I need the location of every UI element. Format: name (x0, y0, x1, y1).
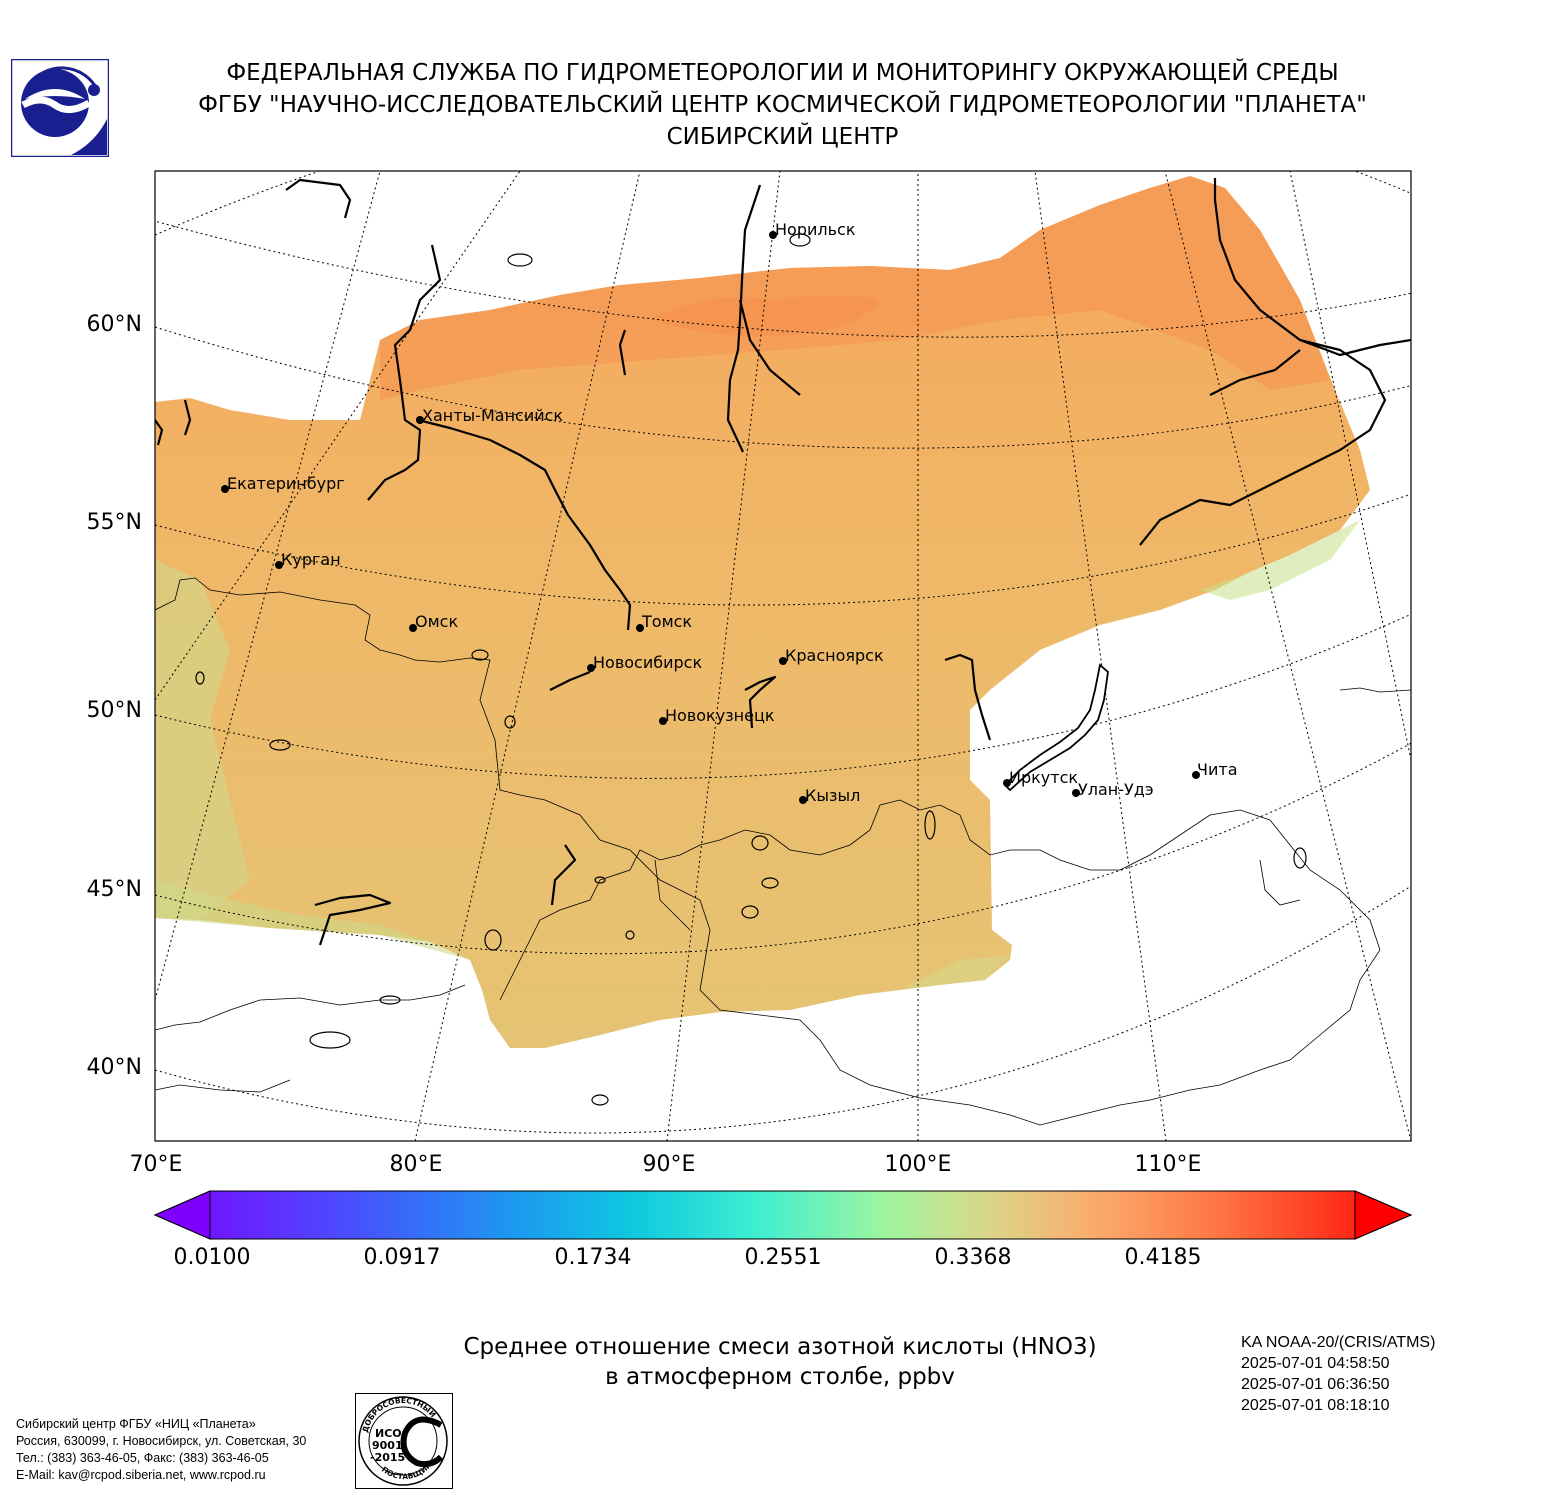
header-line-3: СИБИРСКИЙ ЦЕНТР (666, 124, 899, 150)
hno3-field-low-west (155, 560, 250, 920)
city-dot-omsk (409, 624, 417, 632)
city-labels: Норильск Ханты-Мансийск Екатеринбург Кур… (227, 220, 1238, 805)
lat-label-55: 55°N (86, 510, 142, 535)
colorbar (153, 1190, 1413, 1240)
hno3-field-low-se (900, 955, 1010, 990)
rivers (155, 178, 1411, 946)
colorbar-tick-4: 0.3368 (934, 1245, 1012, 1270)
planeta-logo-icon (11, 59, 109, 157)
city-label-omsk: Омск (415, 612, 458, 631)
satellite-time-3: 2025-07-01 08:18:10 (1241, 1397, 1390, 1414)
header-line-1: ФЕДЕРАЛЬНАЯ СЛУЖБА ПО ГИДРОМЕТЕОРОЛОГИИ … (226, 60, 1339, 86)
city-dot-tomsk (636, 624, 644, 632)
lon-label-90: 90°E (642, 1152, 696, 1177)
iso-badge-icon: ДОБРОСОВЕСТНЫЙ ПОСТАВЩИК ИСО 9001 -2015 (355, 1393, 453, 1489)
lon-label-110: 110°E (1134, 1152, 1202, 1177)
city-label-ekb: Екатеринбург (227, 474, 345, 493)
city-label-khanty: Ханты-Мансийск (422, 406, 563, 425)
lon-label-70: 70°E (129, 1152, 183, 1177)
city-label-norilsk: Норильск (775, 220, 856, 239)
iso-badge-l2: 9001 (372, 1439, 403, 1452)
satellite-time-2: 2025-07-01 06:36:50 (1241, 1376, 1390, 1393)
lat-label-60: 60°N (86, 312, 142, 337)
contact-line-4: E-Mail: kav@rcpod.siberia.net, www.rcpod… (16, 1468, 266, 1482)
city-dot-krsk (779, 657, 787, 665)
city-label-kyzyl: Кызыл (805, 786, 860, 805)
city-label-kurgan: Курган (281, 550, 341, 569)
colorbar-tick-0: 0.0100 (173, 1245, 251, 1270)
city-label-uu: Улан-Удэ (1078, 780, 1154, 799)
colorbar-tick-5: 0.4185 (1124, 1245, 1202, 1270)
city-label-chita: Чита (1197, 760, 1238, 779)
map-area: Норильск Ханты-Мансийск Екатеринбург Кур… (155, 171, 1411, 1141)
city-label-nkz: Новокузнецк (665, 706, 775, 725)
lat-label-50: 50°N (86, 698, 142, 723)
hno3-field-high-2 (650, 295, 880, 336)
small-lakes (195, 233, 1307, 1106)
city-dot-chita (1192, 771, 1200, 779)
city-dot-uu (1072, 789, 1080, 797)
hno3-field-low-east (1200, 520, 1360, 600)
hno3-field (155, 176, 1370, 1048)
colorbar-tick-1: 0.0917 (363, 1245, 441, 1270)
lat-label-45: 45°N (86, 877, 142, 902)
colorbar-right-extend (1354, 1190, 1413, 1240)
iso-badge-l3: -2015 (370, 1451, 405, 1464)
colorbar-left-extend (153, 1190, 211, 1240)
city-dot-kurgan (275, 561, 283, 569)
borders (155, 577, 1411, 1126)
colorbar-tick-2: 0.1734 (554, 1245, 632, 1270)
latitude-lines (155, 171, 1411, 1134)
contact-line-3: Тел.: (383) 363-46-05, Факс: (383) 363-4… (16, 1451, 269, 1465)
meridian-lines (155, 171, 1411, 1141)
contact-line-1: Сибирский центр ФГБУ «НИЦ «Планета» (16, 1417, 256, 1431)
city-label-krsk: Красноярск (785, 646, 884, 665)
satellite-name: KA NOAA-20/(CRIS/ATMS) (1241, 1334, 1436, 1351)
city-label-irk: Иркутск (1009, 768, 1078, 787)
lat-label-40: 40°N (86, 1055, 142, 1080)
city-label-nsk: Новосибирск (593, 653, 702, 672)
city-dot-kyzyl (799, 796, 807, 804)
city-label-tomsk: Томск (641, 612, 692, 631)
city-dot-norilsk (769, 231, 777, 239)
caption-line-2: в атмосферном столбе, ppbv (605, 1364, 955, 1390)
colorbar-tick-3: 0.2551 (744, 1245, 822, 1270)
lake-baikal (1003, 663, 1109, 792)
header-line-2: ФГБУ "НАУЧНО-ИССЛЕДОВАТЕЛЬСКИЙ ЦЕНТР КОС… (198, 92, 1367, 118)
city-dot-irk (1003, 779, 1011, 787)
city-dot-ekb (221, 485, 229, 493)
map-frame (154, 170, 1412, 1142)
city-dot-khanty (416, 416, 424, 424)
caption-line-1: Среднее отношение смеси азотной кислоты … (463, 1334, 1097, 1360)
hno3-field-high (380, 176, 1330, 400)
city-dot-nkz (659, 717, 667, 725)
city-markers (221, 231, 1200, 804)
iso-badge-l1: ИСО (375, 1427, 402, 1440)
lon-label-80: 80°E (389, 1152, 443, 1177)
satellite-time-1: 2025-07-01 04:58:50 (1241, 1355, 1390, 1372)
city-dot-nsk (587, 664, 595, 672)
lon-label-100: 100°E (884, 1152, 952, 1177)
contact-line-2: Россия, 630099, г. Новосибирск, ул. Сове… (16, 1434, 307, 1448)
hno3-field-low-south (155, 880, 470, 960)
